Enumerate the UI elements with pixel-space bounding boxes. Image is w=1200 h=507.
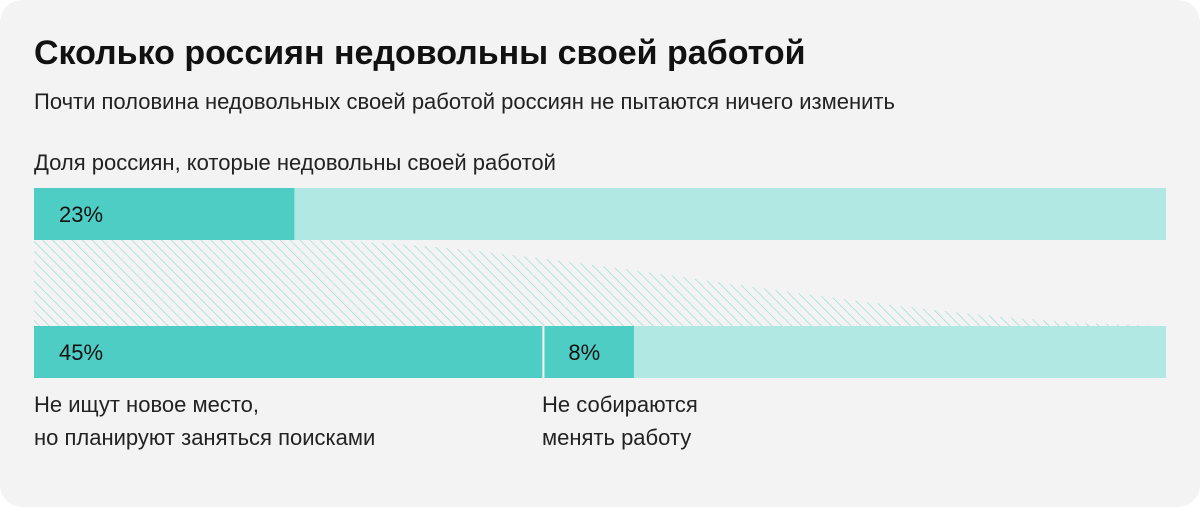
category-label-not-changing: Не собираются менять работу	[542, 392, 698, 450]
chart-title: Сколько россиян недовольны своей работой	[34, 34, 806, 72]
chart-subtitle: Почти половина недовольных своей работой…	[34, 89, 895, 114]
bar-segment-1-1	[543, 326, 634, 378]
value-label-0-0: 23%	[59, 202, 103, 227]
category-label-not-searching: Не ищут новое место, но планируют занять…	[34, 392, 376, 450]
value-label-1-1: 8%	[568, 340, 600, 365]
bar-segment-0-0	[34, 188, 295, 240]
bar-label-dissatisfied-share: Доля россиян, которые недовольны своей р…	[34, 150, 556, 175]
value-label-1-0: 45%	[59, 340, 103, 365]
hatched-connector	[34, 240, 1166, 326]
bar-segment-1-0	[34, 326, 544, 378]
